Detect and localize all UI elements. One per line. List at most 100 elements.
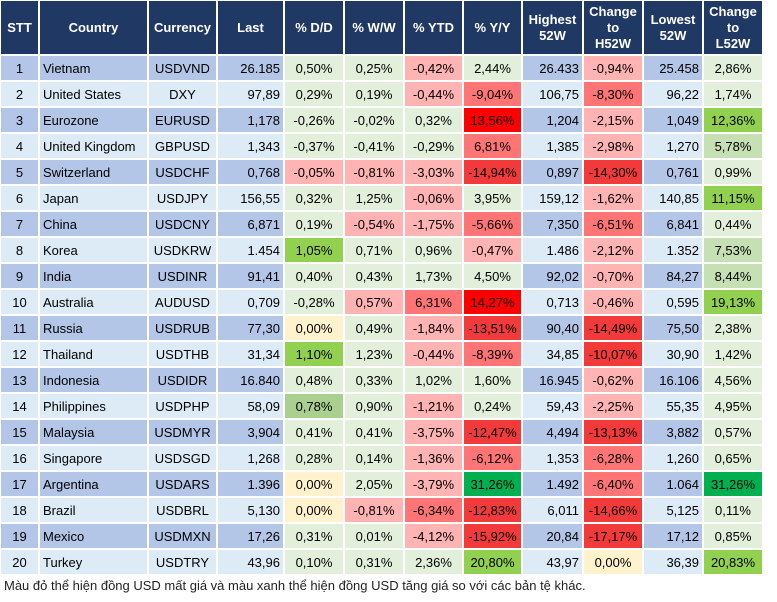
cell-ww: -0,81% xyxy=(345,498,403,522)
cell-currency: USDARS xyxy=(149,472,216,496)
cell-dd: 0,50% xyxy=(285,56,343,80)
cell-currency: USDCHF xyxy=(149,160,216,184)
table-row: 14 Philippines USDPHP 58,09 0,78% 0,90% -1,21%… xyxy=(1,394,762,418)
header-change-l52w: Change to L52W xyxy=(704,1,762,54)
table-row: 18 Brazil USDBRL 5,130 0,00% -0,81% -6,34% -12,… xyxy=(1,498,762,522)
cell-ytd: -3,03% xyxy=(405,160,462,184)
cell-dd: 0,31% xyxy=(285,524,343,548)
cell-ww: 0,14% xyxy=(345,446,403,470)
cell-stt: 10 xyxy=(1,290,38,314)
cell-high-52w: 20,84 xyxy=(523,524,582,548)
cell-dd: -0,05% xyxy=(285,160,343,184)
cell-yy: -13,51% xyxy=(464,316,521,340)
cell-yy: 6,81% xyxy=(464,134,521,158)
cell-yy: -12,83% xyxy=(464,498,521,522)
cell-high-52w: 90,40 xyxy=(523,316,582,340)
cell-change-h52w: -13,13% xyxy=(584,420,642,444)
cell-country: China xyxy=(40,212,147,236)
cell-high-52w: 92,02 xyxy=(523,264,582,288)
cell-currency: USDCNY xyxy=(149,212,216,236)
cell-high-52w: 0,897 xyxy=(523,160,582,184)
cell-ytd: -1,36% xyxy=(405,446,462,470)
header-country: Country xyxy=(40,1,147,54)
cell-high-52w: 4,494 xyxy=(523,420,582,444)
cell-last: 3,904 xyxy=(218,420,283,444)
cell-last: 1,178 xyxy=(218,108,283,132)
cell-ytd: 0,32% xyxy=(405,108,462,132)
cell-change-l52w: 5,78% xyxy=(704,134,762,158)
cell-last: 1.396 xyxy=(218,472,283,496)
table-row: 16 Singapore USDSGD 1,268 0,28% 0,14% -1,36% -6… xyxy=(1,446,762,470)
cell-last: 0,768 xyxy=(218,160,283,184)
cell-dd: 0,10% xyxy=(285,550,343,574)
cell-last: 26.185 xyxy=(218,56,283,80)
cell-change-l52w: 20,83% xyxy=(704,550,762,574)
header-stt: STT xyxy=(1,1,38,54)
cell-change-l52w: 1,42% xyxy=(704,342,762,366)
cell-yy: -8,39% xyxy=(464,342,521,366)
cell-change-l52w: 11,15% xyxy=(704,186,762,210)
cell-high-52w: 59,43 xyxy=(523,394,582,418)
cell-ytd: 1,73% xyxy=(405,264,462,288)
cell-yy: 4,50% xyxy=(464,264,521,288)
table-row: 4 United Kingdom GBPUSD 1,343 -0,37% -0,41% -0… xyxy=(1,134,762,158)
cell-ww: 0,90% xyxy=(345,394,403,418)
cell-stt: 19 xyxy=(1,524,38,548)
cell-low-52w: 6,841 xyxy=(644,212,702,236)
cell-last: 58,09 xyxy=(218,394,283,418)
cell-low-52w: 0,595 xyxy=(644,290,702,314)
cell-ww: 0,25% xyxy=(345,56,403,80)
cell-ytd: -0,06% xyxy=(405,186,462,210)
cell-change-l52w: 31,26% xyxy=(704,472,762,496)
cell-currency: USDMYR xyxy=(149,420,216,444)
header-low-52w: Lowest 52W xyxy=(644,1,702,54)
table-row: 1 Vietnam USDVND 26.185 0,50% 0,25% -0,42% 2,44… xyxy=(1,56,762,80)
cell-yy: -6,12% xyxy=(464,446,521,470)
cell-high-52w: 1,385 xyxy=(523,134,582,158)
cell-ytd: -0,44% xyxy=(405,82,462,106)
cell-low-52w: 30,90 xyxy=(644,342,702,366)
header-last: Last xyxy=(218,1,283,54)
table-row: 17 Argentina USDARS 1.396 0,00% 2,05% -3,79% 31… xyxy=(1,472,762,496)
cell-yy: -15,92% xyxy=(464,524,521,548)
cell-stt: 16 xyxy=(1,446,38,470)
cell-low-52w: 1,270 xyxy=(644,134,702,158)
cell-change-h52w: -8,30% xyxy=(584,82,642,106)
cell-change-l52w: 12,36% xyxy=(704,108,762,132)
cell-ytd: -3,75% xyxy=(405,420,462,444)
cell-ww: 0,01% xyxy=(345,524,403,548)
table-row: 2 United States DXY 97,89 0,29% 0,19% -0,44% -9… xyxy=(1,82,762,106)
cell-country: Vietnam xyxy=(40,56,147,80)
cell-stt: 14 xyxy=(1,394,38,418)
cell-change-h52w: -14,49% xyxy=(584,316,642,340)
cell-last: 97,89 xyxy=(218,82,283,106)
cell-change-l52w: 0,99% xyxy=(704,160,762,184)
cell-high-52w: 0,713 xyxy=(523,290,582,314)
cell-yy: 0,24% xyxy=(464,394,521,418)
cell-high-52w: 6,011 xyxy=(523,498,582,522)
cell-currency: USDMXN xyxy=(149,524,216,548)
header-high-52w: Highest 52W xyxy=(523,1,582,54)
cell-last: 0,709 xyxy=(218,290,283,314)
cell-change-h52w: -2,25% xyxy=(584,394,642,418)
cell-low-52w: 1,049 xyxy=(644,108,702,132)
table-row: 13 Indonesia USDIDR 16.840 0,48% 0,33% 1,02% 1,… xyxy=(1,368,762,392)
table-row: 10 Australia AUDUSD 0,709 -0,28% 0,57% 6,31% 14… xyxy=(1,290,762,314)
cell-country: Korea xyxy=(40,238,147,262)
cell-stt: 8 xyxy=(1,238,38,262)
cell-low-52w: 16.106 xyxy=(644,368,702,392)
cell-stt: 11 xyxy=(1,316,38,340)
cell-stt: 15 xyxy=(1,420,38,444)
cell-ww: 0,57% xyxy=(345,290,403,314)
cell-dd: -0,28% xyxy=(285,290,343,314)
cell-low-52w: 3,882 xyxy=(644,420,702,444)
header-dd: % D/D xyxy=(285,1,343,54)
cell-low-52w: 140,85 xyxy=(644,186,702,210)
cell-yy: 14,27% xyxy=(464,290,521,314)
cell-yy: 2,44% xyxy=(464,56,521,80)
cell-yy: 20,80% xyxy=(464,550,521,574)
cell-low-52w: 84,27 xyxy=(644,264,702,288)
cell-ww: -0,81% xyxy=(345,160,403,184)
cell-currency: USDJPY xyxy=(149,186,216,210)
cell-high-52w: 1.492 xyxy=(523,472,582,496)
